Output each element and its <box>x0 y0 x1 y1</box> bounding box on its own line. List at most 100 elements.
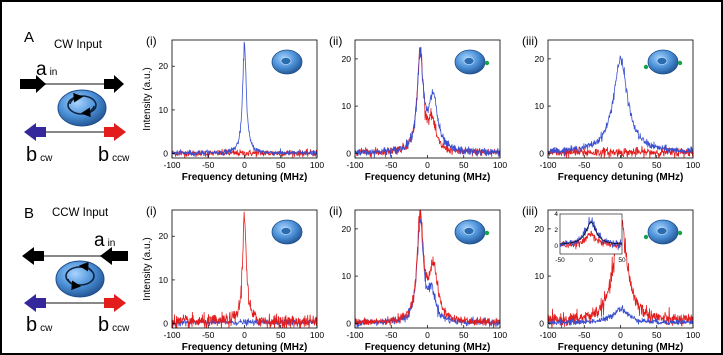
chart-a-3-ytick-label: 10 <box>535 101 545 111</box>
chart-a-3-xtick-label: 50 <box>652 160 662 170</box>
chart-a-1-ytick-label: 20 <box>159 61 169 71</box>
row-b-schematic: B CCW Input a in b cw b ccw <box>22 205 130 336</box>
chart-b-2-xtick-label: 100 <box>493 330 507 340</box>
chart-b-3-inset: -50 0 50 0 2 4 <box>554 211 626 264</box>
row-a-output-arrow <box>104 75 124 93</box>
chart-b-1-xtick-label: 100 <box>310 330 324 340</box>
chart-a-1-xtick-label: 100 <box>310 160 324 170</box>
row-b-resonator <box>55 260 105 298</box>
chart-b-1-xtick-label: -100 <box>163 330 180 340</box>
chart-b-1-ytick-label: 0 <box>163 319 168 329</box>
chart-a-1-xtick-label: -50 <box>202 160 215 170</box>
chart-a-3-xtick-label: 100 <box>686 160 700 170</box>
chart-a-3-panel-label: (iii) <box>522 34 538 48</box>
chart-b-3-resonator-icon-tip-right <box>677 230 683 236</box>
row-b-input-arrow <box>100 247 128 265</box>
row-b-output-arrow <box>22 247 44 265</box>
row-a-ain-label: a <box>36 59 47 80</box>
chart-a-1-panel-label: (i) <box>146 34 157 48</box>
chart-b-1: (i) -100 -50 0 50 100 0 10 20 Frequency detuning … <box>142 204 324 353</box>
row-a-bccw-sub: ccw <box>112 153 130 164</box>
chart-b-2-xlabel: Frequency detuning (MHz) <box>365 342 491 353</box>
chart-a-1-ytick-label: 10 <box>159 105 169 115</box>
chart-b-3-xtick-label: 0 <box>618 330 623 340</box>
row-b-title: CCW Input <box>52 207 109 219</box>
chart-a-2-xtick-label: 0 <box>425 160 430 170</box>
svg-text:bcw: b cw <box>26 314 53 336</box>
row-a-input-arrow <box>20 75 46 93</box>
chart-b-2-xtick-label: -50 <box>385 330 398 340</box>
chart-a-2-ytick-label: 0 <box>346 148 351 158</box>
row-a-title: CW Input <box>54 39 103 51</box>
chart-b-3-ytick-label: 0 <box>539 318 544 328</box>
row-a-bccw-label: b <box>98 144 109 166</box>
chart-b-3-xlabel: Frequency detuning (MHz) <box>558 342 684 353</box>
chart-b-1-series-ccw <box>171 211 318 329</box>
chart-b-3-xtick-label: 50 <box>652 330 662 340</box>
chart-a-2-xlabel: Frequency detuning (MHz) <box>365 172 491 183</box>
chart-a-2-series-cw <box>354 46 501 158</box>
chart-b-3-inset-xtick-label: -50 <box>555 257 565 264</box>
row-a-bcw-sub: cw <box>40 153 53 164</box>
chart-a-1-resonator-icon <box>271 49 303 75</box>
chart-a-3-resonator-icon-tip-right <box>677 60 683 66</box>
chart-b-1-xtick-label: -50 <box>202 330 215 340</box>
chart-b-2-panel-label: (ii) <box>329 204 342 218</box>
row-b-ain-label: a <box>94 230 105 251</box>
row-a-bccw-arrow <box>104 123 126 141</box>
chart-a-3-resonator-icon-center <box>656 57 668 65</box>
chart-b-2-ytick-label: 10 <box>342 271 352 281</box>
row-b-ain-sub: in <box>108 238 116 249</box>
chart-a-1: (i) -100 -50 0 50 100 0 10 20 Frequency detuning … <box>142 34 324 183</box>
chart-a-2-xtick-label: 50 <box>459 160 469 170</box>
chart-a-3-xtick-label: 0 <box>618 160 623 170</box>
chart-b-3-resonator-icon <box>643 219 683 245</box>
row-b-bcw-sub: cw <box>40 323 53 334</box>
row-b-bcw-arrow <box>24 294 46 312</box>
chart-a-2-resonator-icon-center <box>463 57 475 65</box>
chart-a-1-xlabel: Frequency detuning (MHz) <box>182 172 308 183</box>
svg-text:bcw: b cw <box>26 144 53 166</box>
chart-b-3-ytick-label: 10 <box>535 271 545 281</box>
chart-b-2-resonator-icon <box>454 219 490 245</box>
chart-a-2-xtick-label: -100 <box>346 160 363 170</box>
chart-b-2: (ii) -100 -50 0 50 100 0 10 20 Frequency detuning… <box>329 204 507 353</box>
row-a-bcw-arrow <box>24 123 46 141</box>
chart-b-3-inset-ytick-label: 0 <box>554 243 558 250</box>
row-a-ain-sub: in <box>50 67 58 78</box>
chart-b-3-panel-label: (iii) <box>522 204 538 218</box>
row-a-resonator <box>57 89 107 127</box>
chart-b-3-resonator-icon-center <box>656 227 668 235</box>
chart-a-2-ytick-label: 10 <box>342 101 352 111</box>
chart-a-1-xtick-label: 0 <box>242 160 247 170</box>
chart-b-3-series-cw <box>547 305 694 326</box>
svg-text:ain: a in <box>94 230 115 251</box>
chart-a-3-xtick-label: -50 <box>578 160 591 170</box>
chart-a-2-resonator-icon-tip-right <box>484 60 490 66</box>
chart-a-3-xtick-label: -100 <box>539 160 556 170</box>
chart-b-2-xtick-label: 0 <box>425 330 430 340</box>
chart-b-1-xlabel: Frequency detuning (MHz) <box>182 342 308 353</box>
chart-a-3-resonator-icon <box>643 49 683 75</box>
chart-b-2-ytick-label: 0 <box>346 318 351 328</box>
chart-a-1-xtick-label: 50 <box>276 160 286 170</box>
chart-b-3-inset-fit <box>559 222 623 245</box>
chart-a-2-ytick-label: 20 <box>342 54 352 64</box>
chart-b-3-inset-ytick-label: 4 <box>554 211 558 218</box>
row-b-letter: B <box>24 205 34 222</box>
chart-a-2-resonator-icon <box>454 49 490 75</box>
chart-b-2-ytick-label: 20 <box>342 224 352 234</box>
chart-b-2-xtick-label: 50 <box>459 330 469 340</box>
chart-b-1-panel-label: (i) <box>146 204 157 218</box>
row-a-schematic: A CW Input a in b cw b ccw <box>20 29 130 166</box>
chart-b-3-ytick-label: 20 <box>535 224 545 234</box>
chart-b-1-xtick-label: 0 <box>242 330 247 340</box>
chart-b-3-inset-series-cw <box>559 216 623 251</box>
chart-a-2-xtick-label: 100 <box>493 160 507 170</box>
svg-text:ain: a in <box>36 59 57 80</box>
